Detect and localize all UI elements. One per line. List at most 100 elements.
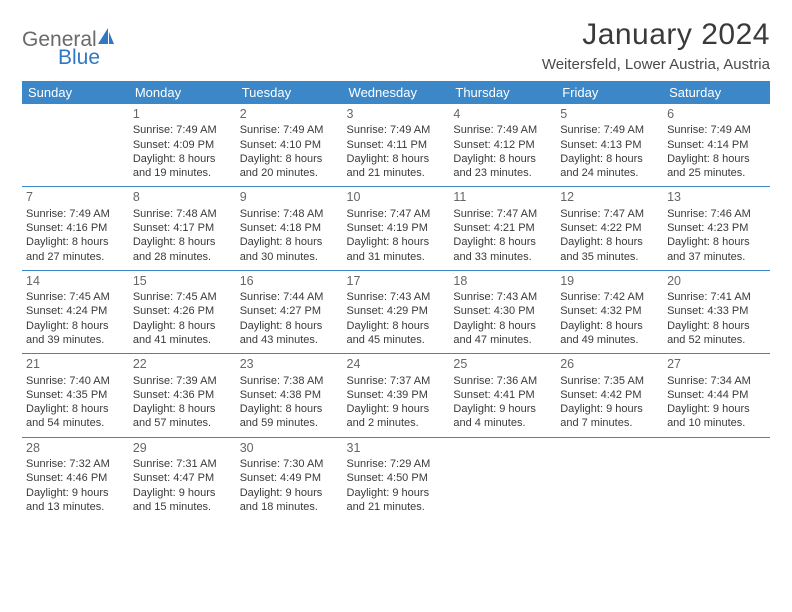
day-detail-line: Sunrise: 7:49 AM xyxy=(453,123,552,137)
day-detail-line: Sunrise: 7:36 AM xyxy=(453,374,552,388)
day-detail-line: Sunrise: 7:49 AM xyxy=(667,123,766,137)
calendar-cell xyxy=(663,437,770,520)
day-number: 2 xyxy=(240,106,339,122)
day-detail-line: Daylight: 8 hours xyxy=(667,235,766,249)
day-detail-line: and 47 minutes. xyxy=(453,333,552,347)
day-detail-line: Sunset: 4:11 PM xyxy=(347,138,446,152)
day-number: 13 xyxy=(667,189,766,205)
day-detail-line: Daylight: 8 hours xyxy=(560,152,659,166)
day-number: 19 xyxy=(560,273,659,289)
day-detail-line: and 7 minutes. xyxy=(560,416,659,430)
day-header: Friday xyxy=(556,81,663,104)
day-detail-line: Sunset: 4:46 PM xyxy=(26,471,125,485)
day-detail-line: Sunset: 4:22 PM xyxy=(560,221,659,235)
day-detail-line: Daylight: 9 hours xyxy=(26,486,125,500)
day-number: 27 xyxy=(667,356,766,372)
day-detail-line: Sunrise: 7:42 AM xyxy=(560,290,659,304)
day-detail-line: Daylight: 8 hours xyxy=(667,152,766,166)
day-number: 17 xyxy=(347,273,446,289)
day-detail-line: and 21 minutes. xyxy=(347,166,446,180)
day-detail-line: and 18 minutes. xyxy=(240,500,339,514)
calendar-cell: 31Sunrise: 7:29 AMSunset: 4:50 PMDayligh… xyxy=(343,437,450,520)
calendar-week: 1Sunrise: 7:49 AMSunset: 4:09 PMDaylight… xyxy=(22,104,770,187)
day-detail-line: and 43 minutes. xyxy=(240,333,339,347)
sail-icon xyxy=(95,26,117,46)
day-detail-line: Sunset: 4:32 PM xyxy=(560,304,659,318)
day-number: 16 xyxy=(240,273,339,289)
day-detail-line: Daylight: 8 hours xyxy=(453,152,552,166)
calendar-cell: 22Sunrise: 7:39 AMSunset: 4:36 PMDayligh… xyxy=(129,354,236,437)
day-detail-line: and 4 minutes. xyxy=(453,416,552,430)
day-detail-line: Sunset: 4:19 PM xyxy=(347,221,446,235)
day-detail-line: and 10 minutes. xyxy=(667,416,766,430)
day-number: 6 xyxy=(667,106,766,122)
day-detail-line: Daylight: 8 hours xyxy=(133,402,232,416)
day-detail-line: Daylight: 8 hours xyxy=(133,235,232,249)
page-title: January 2024 xyxy=(542,18,770,52)
calendar-cell: 16Sunrise: 7:44 AMSunset: 4:27 PMDayligh… xyxy=(236,270,343,353)
day-detail-line: Daylight: 8 hours xyxy=(240,402,339,416)
day-detail-line: Sunrise: 7:44 AM xyxy=(240,290,339,304)
day-detail-line: Daylight: 8 hours xyxy=(133,152,232,166)
day-detail-line: Daylight: 8 hours xyxy=(347,235,446,249)
day-detail-line: Sunrise: 7:43 AM xyxy=(347,290,446,304)
day-detail-line: Sunrise: 7:49 AM xyxy=(560,123,659,137)
day-detail-line: Sunset: 4:13 PM xyxy=(560,138,659,152)
day-detail-line: and 25 minutes. xyxy=(667,166,766,180)
day-detail-line: Daylight: 8 hours xyxy=(347,152,446,166)
day-detail-line: Sunrise: 7:31 AM xyxy=(133,457,232,471)
calendar-cell: 2Sunrise: 7:49 AMSunset: 4:10 PMDaylight… xyxy=(236,104,343,187)
day-detail-line: Sunset: 4:44 PM xyxy=(667,388,766,402)
day-detail-line: Daylight: 8 hours xyxy=(26,235,125,249)
calendar-cell: 24Sunrise: 7:37 AMSunset: 4:39 PMDayligh… xyxy=(343,354,450,437)
day-detail-line: and 28 minutes. xyxy=(133,250,232,264)
day-detail-line: Sunrise: 7:49 AM xyxy=(240,123,339,137)
day-detail-line: Sunrise: 7:49 AM xyxy=(26,207,125,221)
day-header: Monday xyxy=(129,81,236,104)
day-detail-line: and 49 minutes. xyxy=(560,333,659,347)
day-detail-line: and 39 minutes. xyxy=(26,333,125,347)
day-number: 9 xyxy=(240,189,339,205)
day-header-row: Sunday Monday Tuesday Wednesday Thursday… xyxy=(22,81,770,104)
calendar-cell: 3Sunrise: 7:49 AMSunset: 4:11 PMDaylight… xyxy=(343,104,450,187)
logo-text: General Blue xyxy=(22,24,117,73)
calendar-cell: 7Sunrise: 7:49 AMSunset: 4:16 PMDaylight… xyxy=(22,187,129,270)
calendar-cell: 13Sunrise: 7:46 AMSunset: 4:23 PMDayligh… xyxy=(663,187,770,270)
day-detail-line: Sunset: 4:39 PM xyxy=(347,388,446,402)
calendar-cell xyxy=(22,104,129,187)
day-detail-line: Sunrise: 7:40 AM xyxy=(26,374,125,388)
day-detail-line: Sunset: 4:33 PM xyxy=(667,304,766,318)
day-detail-line: and 35 minutes. xyxy=(560,250,659,264)
calendar-week: 28Sunrise: 7:32 AMSunset: 4:46 PMDayligh… xyxy=(22,437,770,520)
day-detail-line: Sunrise: 7:41 AM xyxy=(667,290,766,304)
calendar-cell: 20Sunrise: 7:41 AMSunset: 4:33 PMDayligh… xyxy=(663,270,770,353)
day-detail-line: Daylight: 8 hours xyxy=(240,152,339,166)
day-detail-line: Sunset: 4:23 PM xyxy=(667,221,766,235)
calendar-cell: 5Sunrise: 7:49 AMSunset: 4:13 PMDaylight… xyxy=(556,104,663,187)
day-detail-line: Sunset: 4:50 PM xyxy=(347,471,446,485)
day-detail-line: Sunrise: 7:32 AM xyxy=(26,457,125,471)
day-detail-line: Sunrise: 7:45 AM xyxy=(26,290,125,304)
day-detail-line: Sunset: 4:47 PM xyxy=(133,471,232,485)
day-detail-line: Sunset: 4:17 PM xyxy=(133,221,232,235)
day-detail-line: Sunrise: 7:48 AM xyxy=(133,207,232,221)
day-detail-line: Sunset: 4:29 PM xyxy=(347,304,446,318)
day-detail-line: Daylight: 9 hours xyxy=(667,402,766,416)
day-detail-line: Sunrise: 7:34 AM xyxy=(667,374,766,388)
day-detail-line: and 27 minutes. xyxy=(26,250,125,264)
day-number: 1 xyxy=(133,106,232,122)
day-detail-line: Sunrise: 7:43 AM xyxy=(453,290,552,304)
day-detail-line: Sunrise: 7:38 AM xyxy=(240,374,339,388)
day-detail-line: Daylight: 8 hours xyxy=(26,402,125,416)
day-number: 18 xyxy=(453,273,552,289)
day-number: 23 xyxy=(240,356,339,372)
day-number: 29 xyxy=(133,440,232,456)
day-detail-line: and 23 minutes. xyxy=(453,166,552,180)
day-detail-line: Daylight: 8 hours xyxy=(667,319,766,333)
day-detail-line: Sunset: 4:42 PM xyxy=(560,388,659,402)
day-detail-line: Sunset: 4:49 PM xyxy=(240,471,339,485)
day-detail-line: and 41 minutes. xyxy=(133,333,232,347)
day-detail-line: Sunrise: 7:47 AM xyxy=(347,207,446,221)
day-detail-line: Sunrise: 7:39 AM xyxy=(133,374,232,388)
day-header: Wednesday xyxy=(343,81,450,104)
